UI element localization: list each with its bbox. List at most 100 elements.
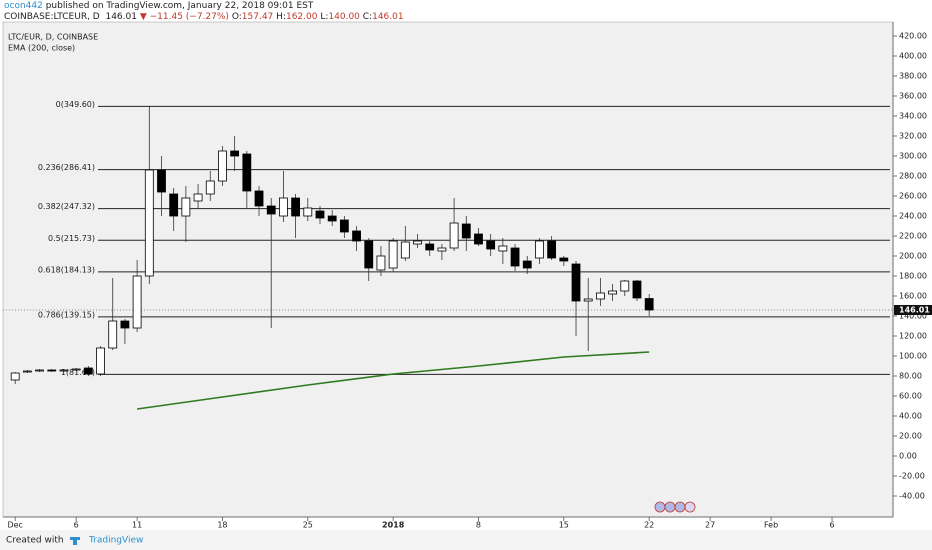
ohlc-label: L:	[320, 12, 329, 22]
candle-body	[425, 243, 435, 251]
candle-body	[437, 247, 447, 252]
candle-body	[315, 210, 325, 219]
fib-label: 0.236(286.41)	[38, 163, 95, 172]
plot-area	[2, 21, 894, 518]
event-markers	[654, 501, 696, 513]
candle-body	[644, 298, 654, 311]
y-tick-label: 140.00	[899, 312, 927, 321]
y-tick-label: 180.00	[899, 272, 927, 281]
candle-body	[169, 193, 179, 217]
symbol-line: COINBASE:LTCEUR, D 146.01 ▼ −11.45 (−7.2…	[4, 12, 406, 22]
candle-body	[22, 370, 32, 373]
publish-line: ocon442 published on TradingView.com, Ja…	[4, 1, 313, 11]
x-tick-label: 2018	[382, 521, 405, 530]
y-tick-label: 340.00	[899, 112, 927, 121]
candle-body	[632, 280, 642, 299]
candle-body	[47, 369, 57, 372]
candle-body	[35, 369, 44, 372]
x-tick-label: 18	[217, 521, 227, 530]
candle-body	[96, 347, 105, 375]
ohlc: O:157.47 H:162.00 L:140.00 C:146.01	[232, 12, 407, 22]
y-tick-label: -40.00	[899, 492, 925, 501]
ema-line	[136, 351, 650, 410]
candle-body	[571, 263, 581, 302]
candle-body	[620, 280, 630, 292]
brand-logo	[70, 537, 80, 545]
candle-body	[461, 223, 471, 239]
y-tick-label: -20.00	[899, 472, 925, 481]
candle-body	[144, 169, 154, 277]
x-tick-label: 15	[559, 521, 569, 530]
fib-label: 0.382(247.32)	[38, 202, 95, 211]
last-price-box	[894, 304, 932, 315]
last-price-label: 146.01	[899, 305, 930, 314]
candle-body	[547, 240, 557, 259]
candle-body	[364, 240, 374, 269]
x-tick-label: 27	[705, 521, 715, 530]
candle-body	[486, 240, 496, 250]
candle-body	[205, 180, 215, 195]
footer-bar	[0, 530, 932, 550]
author[interactable]: ocon442	[4, 1, 43, 11]
ohlc-value: 146.01	[372, 12, 404, 22]
candle-body	[254, 190, 264, 207]
candle-body	[449, 222, 459, 249]
candle-body	[266, 205, 276, 215]
y-tick-label: 280.00	[899, 172, 927, 181]
candle-body	[608, 290, 617, 295]
change: ▼ −11.45 (−7.27%)	[139, 12, 229, 22]
candle-body	[230, 150, 240, 157]
candle-body	[132, 275, 142, 329]
symbol: COINBASE:LTCEUR, D	[4, 12, 100, 22]
ohlc-label: H:	[276, 12, 286, 22]
candle-body	[583, 298, 593, 302]
y-tick-label: 220.00	[899, 232, 927, 241]
x-tick-label: 25	[303, 521, 313, 530]
x-tick-label: 6	[74, 521, 79, 530]
candle-body	[352, 230, 361, 242]
ohlc-label: C:	[362, 12, 373, 22]
y-tick-label: 80.00	[899, 372, 922, 381]
candle-body	[193, 193, 203, 202]
ohlc-label: O:	[231, 12, 242, 22]
y-tick-label: 300.00	[899, 152, 927, 161]
y-tick-label: 160.00	[899, 292, 927, 301]
candle-body	[59, 369, 69, 372]
publish-info: published on TradingView.com, January 22…	[42, 1, 314, 11]
chart-title: LTC/EUR, D, COINBASE	[8, 33, 98, 42]
x-tick-label: 22	[644, 521, 654, 530]
y-tick-label: 400.00	[899, 52, 927, 61]
candle-body	[157, 169, 166, 193]
candle-body	[83, 367, 93, 375]
candle-body	[218, 150, 227, 182]
y-tick-label: 20.00	[899, 432, 922, 441]
fib-label: 0.618(184.13)	[38, 265, 95, 274]
ohlc-value: 157.47	[241, 12, 274, 22]
ohlc-value: 140.00	[328, 12, 360, 22]
candle-body	[303, 207, 313, 217]
fib-label: 0.5(215.73)	[48, 234, 95, 243]
y-tick-label: 120.00	[899, 332, 927, 341]
indicator-legend: EMA (200, close)	[8, 44, 75, 53]
candle-body	[559, 257, 569, 262]
candle-body	[474, 233, 483, 245]
candle-body	[291, 197, 301, 217]
y-tick-label: 0.00	[899, 452, 917, 461]
y-tick-label: 40.00	[899, 412, 922, 421]
y-tick-label: 240.00	[899, 212, 927, 221]
footer-created: Created with	[6, 536, 64, 546]
candle-body	[376, 255, 386, 271]
candle-body	[522, 260, 532, 269]
candle-body	[242, 153, 252, 192]
candle-body	[535, 240, 544, 259]
candle-body	[388, 240, 398, 269]
x-tick-label: Feb	[764, 521, 778, 530]
y-tick-label: 260.00	[899, 192, 927, 201]
candle-body	[71, 368, 81, 371]
fib-label: 0.786(139.15)	[38, 310, 95, 319]
fib-label: 0(349.60)	[56, 100, 95, 109]
price: 146.01	[105, 12, 137, 22]
candle-body	[327, 215, 337, 222]
